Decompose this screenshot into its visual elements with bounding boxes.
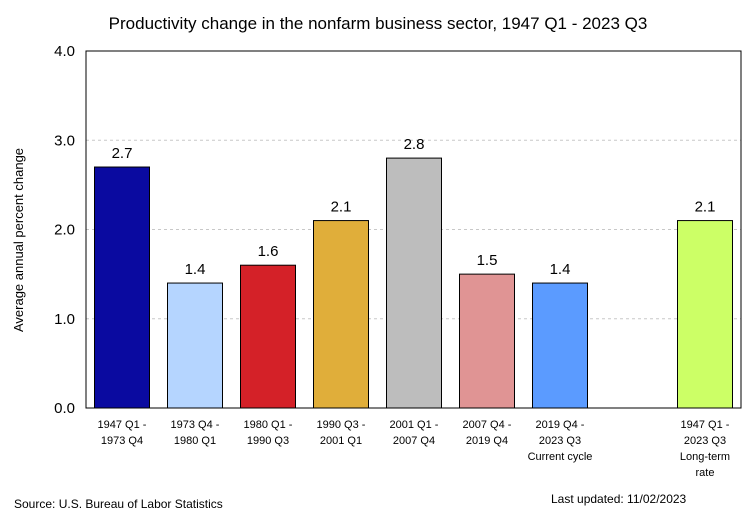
y-tick-label: 2.0: [54, 222, 75, 239]
x-tick-label: 2019 Q4: [466, 435, 508, 447]
x-tick-label: 1980 Q1: [174, 435, 216, 447]
y-tick-label: 4.0: [54, 43, 75, 60]
x-tick-label: 1973 Q4 -: [171, 419, 220, 431]
x-tick-label: 1990 Q3: [247, 435, 289, 447]
x-tick-label: 2007 Q4: [393, 435, 435, 447]
x-tick-label: Current cycle: [528, 451, 593, 463]
plot-frame: [85, 50, 742, 409]
x-tick-label: 2001 Q1: [320, 435, 362, 447]
bar-value-label: 1.4: [550, 261, 571, 278]
last-updated: Last updated: 11/02/2023: [551, 492, 687, 506]
bar-value-label: 2.7: [112, 145, 133, 162]
y-tick-label: 3.0: [54, 132, 75, 149]
bar: [313, 220, 369, 409]
bar: [677, 220, 733, 409]
bar-value-label: 1.6: [258, 243, 279, 260]
bar: [167, 282, 223, 409]
x-tick-label: 2023 Q3: [684, 435, 726, 447]
bar: [459, 273, 515, 409]
y-tick-label: 1.0: [54, 311, 75, 328]
x-tick-label: rate: [696, 467, 715, 479]
bar: [532, 282, 588, 409]
bar: [240, 264, 296, 409]
y-ticks: 0.0 1.0 2.0 3.0 4.0: [54, 43, 75, 417]
x-tick-label: 1980 Q1 -: [244, 419, 293, 431]
x-tick-label: 1947 Q1 -: [681, 419, 730, 431]
bar-value-label: 2.1: [331, 199, 352, 216]
bars: [94, 157, 733, 409]
bar-value-label: 1.4: [185, 261, 206, 278]
x-tick-label: 1947 Q1 -: [98, 419, 147, 431]
x-tick-labels: 1947 Q1 - 1973 Q4 1973 Q4 - 1980 Q1 1980 Q1 …: [98, 419, 731, 479]
x-tick-label: 2019 Q4 -: [536, 419, 585, 431]
x-tick-label: 2001 Q1 -: [390, 419, 439, 431]
x-tick-label: 2023 Q3: [539, 435, 581, 447]
source-note: Source: U.S. Bureau of Labor Statistics: [14, 497, 223, 511]
y-tick-label: 0.0: [54, 400, 75, 417]
x-tick-label: 2007 Q4 -: [463, 419, 512, 431]
x-tick-label: Long-term: [680, 451, 730, 463]
bar-value-label: 2.1: [695, 199, 716, 216]
bar: [94, 166, 150, 409]
value-labels: 2.7 1.4 1.6 2.1 2.8 1.5 1.4 2.1: [112, 136, 716, 278]
x-tick-label: 1973 Q4: [101, 435, 143, 447]
x-tick-label: 1990 Q3 -: [317, 419, 366, 431]
bar-value-label: 1.5: [477, 252, 498, 269]
bar-value-label: 2.8: [404, 136, 425, 153]
bar: [386, 157, 442, 409]
y-axis-label: Average annual percent change: [11, 148, 26, 332]
chart-title: Productivity change in the nonfarm busin…: [109, 14, 648, 33]
